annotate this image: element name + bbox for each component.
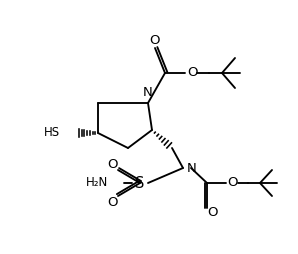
- Text: O: O: [150, 35, 160, 47]
- Text: O: O: [228, 177, 238, 189]
- Text: N: N: [143, 86, 153, 99]
- Text: O: O: [208, 207, 218, 219]
- Text: S: S: [135, 176, 145, 190]
- Text: O: O: [107, 158, 117, 171]
- Text: HS: HS: [44, 126, 60, 139]
- Text: O: O: [107, 197, 117, 210]
- Text: O: O: [187, 67, 197, 80]
- Text: N: N: [187, 162, 197, 174]
- Text: H₂N: H₂N: [86, 177, 108, 189]
